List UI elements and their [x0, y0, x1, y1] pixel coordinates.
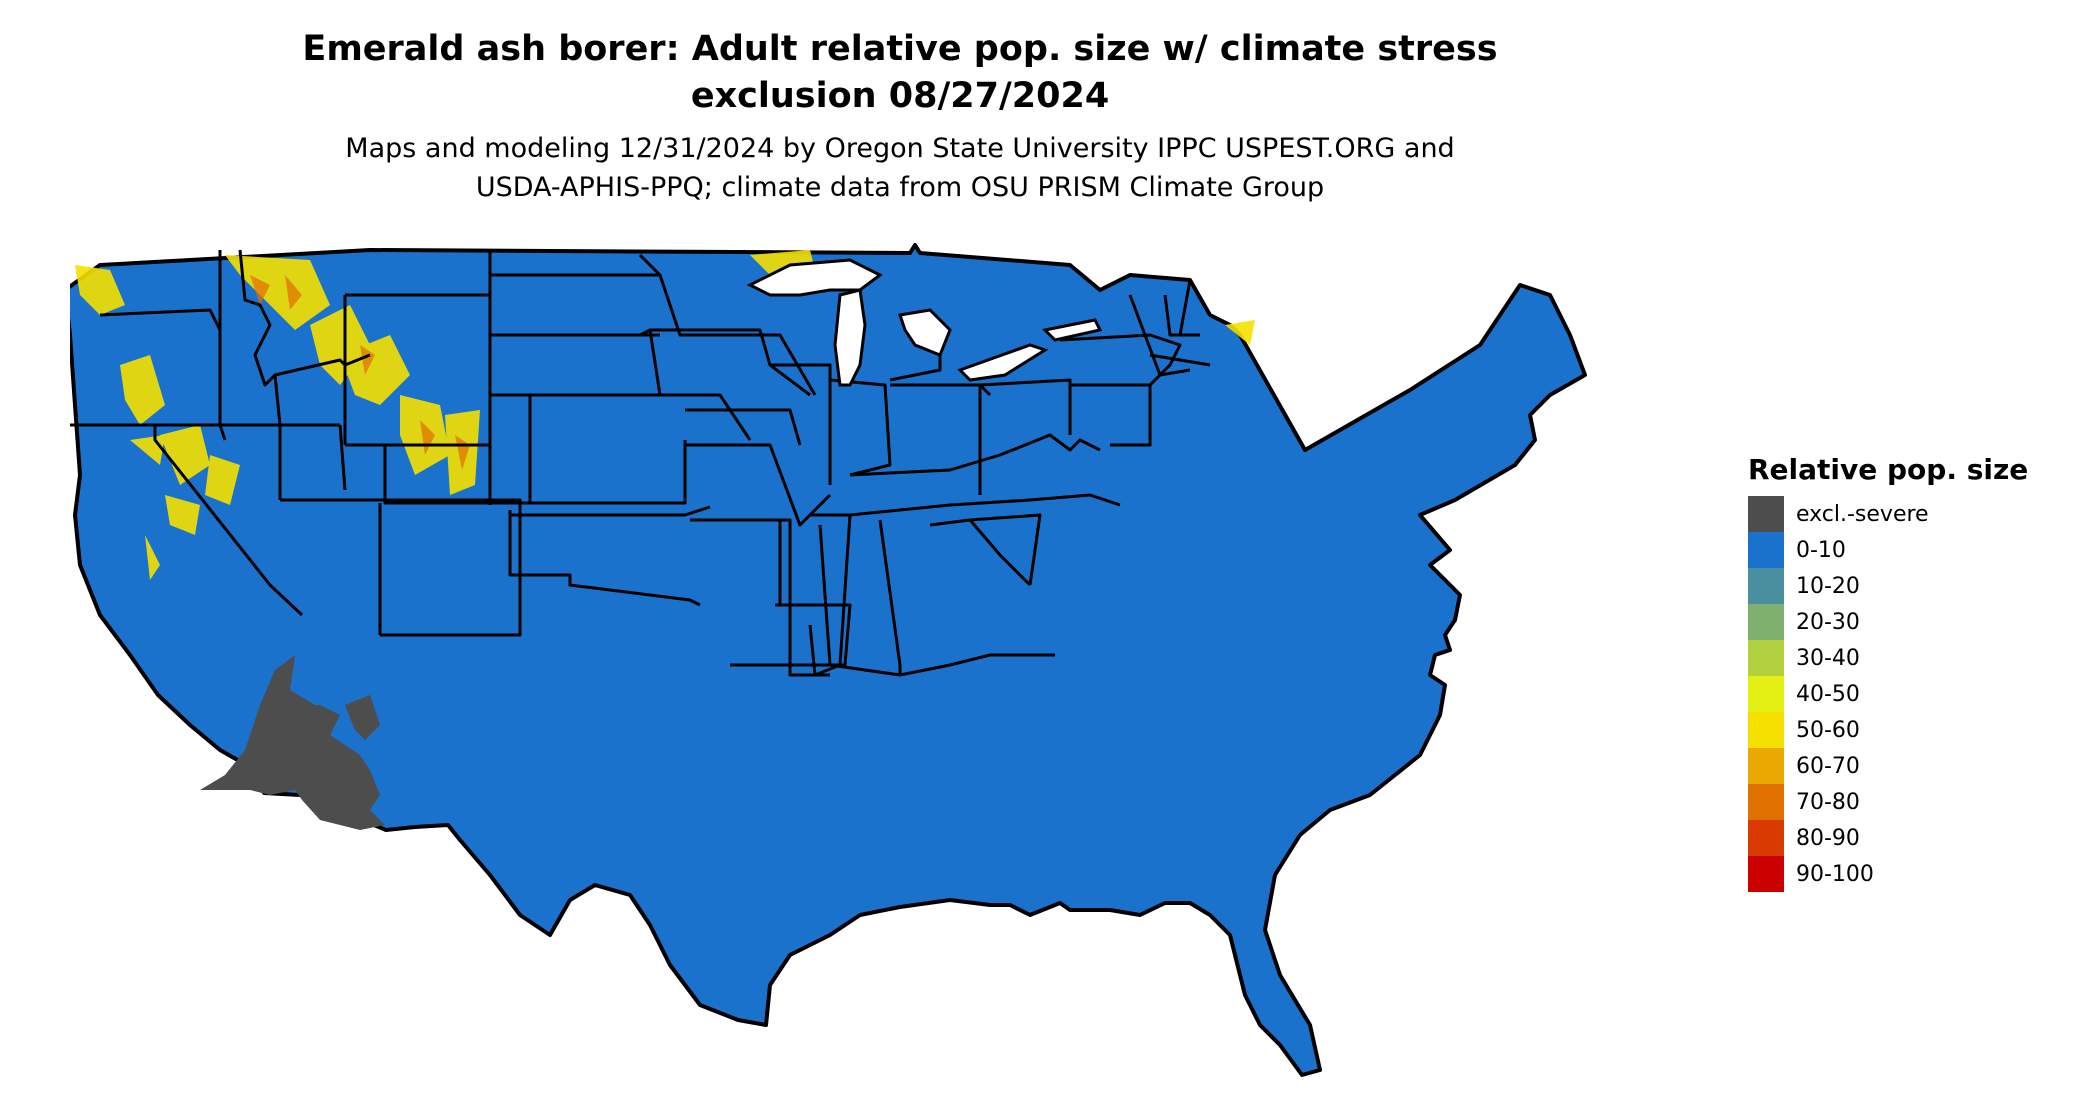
map-legend: Relative pop. size excl.-severe 0-10 10-20…	[1748, 452, 2028, 892]
legend-item: 60-70	[1748, 748, 2028, 784]
excluded-region	[200, 655, 385, 830]
legend-label: 70-80	[1796, 789, 1860, 815]
lake-erie	[957, 343, 1049, 382]
legend-item: 20-30	[1748, 604, 2028, 640]
legend-swatch	[1748, 820, 1784, 856]
title-line-2: exclusion 08/27/2024	[690, 76, 1110, 116]
legend-swatch	[1748, 568, 1784, 604]
legend-title: Relative pop. size	[1748, 453, 2029, 486]
legend-item: 40-50	[1748, 676, 2028, 712]
legend-swatch	[1748, 496, 1784, 532]
lake-ontario	[1041, 318, 1103, 342]
legend-label: excl.-severe	[1796, 501, 1929, 527]
high-suitability-areas	[75, 250, 1255, 580]
legend-swatch	[1748, 856, 1784, 892]
legend-swatch	[1748, 676, 1784, 712]
legend-item: 30-40	[1748, 640, 2028, 676]
legend-item: 50-60	[1748, 712, 2028, 748]
great-lakes	[746, 258, 1103, 387]
legend-swatch	[1748, 784, 1784, 820]
title-line-1: Emerald ash borer: Adult relative pop. s…	[302, 29, 1498, 69]
legend-swatch	[1748, 712, 1784, 748]
excluded-patch-east	[345, 695, 380, 740]
legend-label: 30-40	[1796, 645, 1860, 671]
legend-item: excl.-severe	[1748, 496, 2028, 532]
legend-label: 60-70	[1796, 753, 1860, 779]
legend-label: 40-50	[1796, 681, 1860, 707]
legend-label: 90-100	[1796, 861, 1874, 887]
legend-item: 0-10	[1748, 532, 2028, 568]
legend-label: 0-10	[1796, 537, 1846, 563]
lake-huron	[898, 308, 952, 357]
legend-item: 90-100	[1748, 856, 2028, 892]
map-title: Emerald ash borer: Adult relative pop. s…	[180, 26, 1620, 120]
legend-label: 20-30	[1796, 609, 1860, 635]
subtitle-line-1: Maps and modeling 12/31/2024 by Oregon S…	[345, 133, 1455, 164]
legend-item: 80-90	[1748, 820, 2028, 856]
legend-swatch	[1748, 640, 1784, 676]
map-subtitle: Maps and modeling 12/31/2024 by Oregon S…	[180, 129, 1620, 207]
legend-label: 10-20	[1796, 573, 1860, 599]
legend-item: 10-20	[1748, 568, 2028, 604]
legend-item: 70-80	[1748, 784, 2028, 820]
legend-items: excl.-severe 0-10 10-20 20-30 30-40 40-50 50-6…	[1748, 496, 2028, 892]
us-map	[70, 243, 1587, 1077]
legend-swatch	[1748, 748, 1784, 784]
legend-swatch	[1748, 532, 1784, 568]
legend-label: 50-60	[1796, 717, 1860, 743]
state-borders	[70, 249, 1211, 677]
lake-michigan	[833, 288, 867, 387]
legend-swatch	[1748, 604, 1784, 640]
subtitle-line-2: USDA-APHIS-PPQ; climate data from OSU PR…	[475, 172, 1325, 203]
legend-label: 80-90	[1796, 825, 1860, 851]
